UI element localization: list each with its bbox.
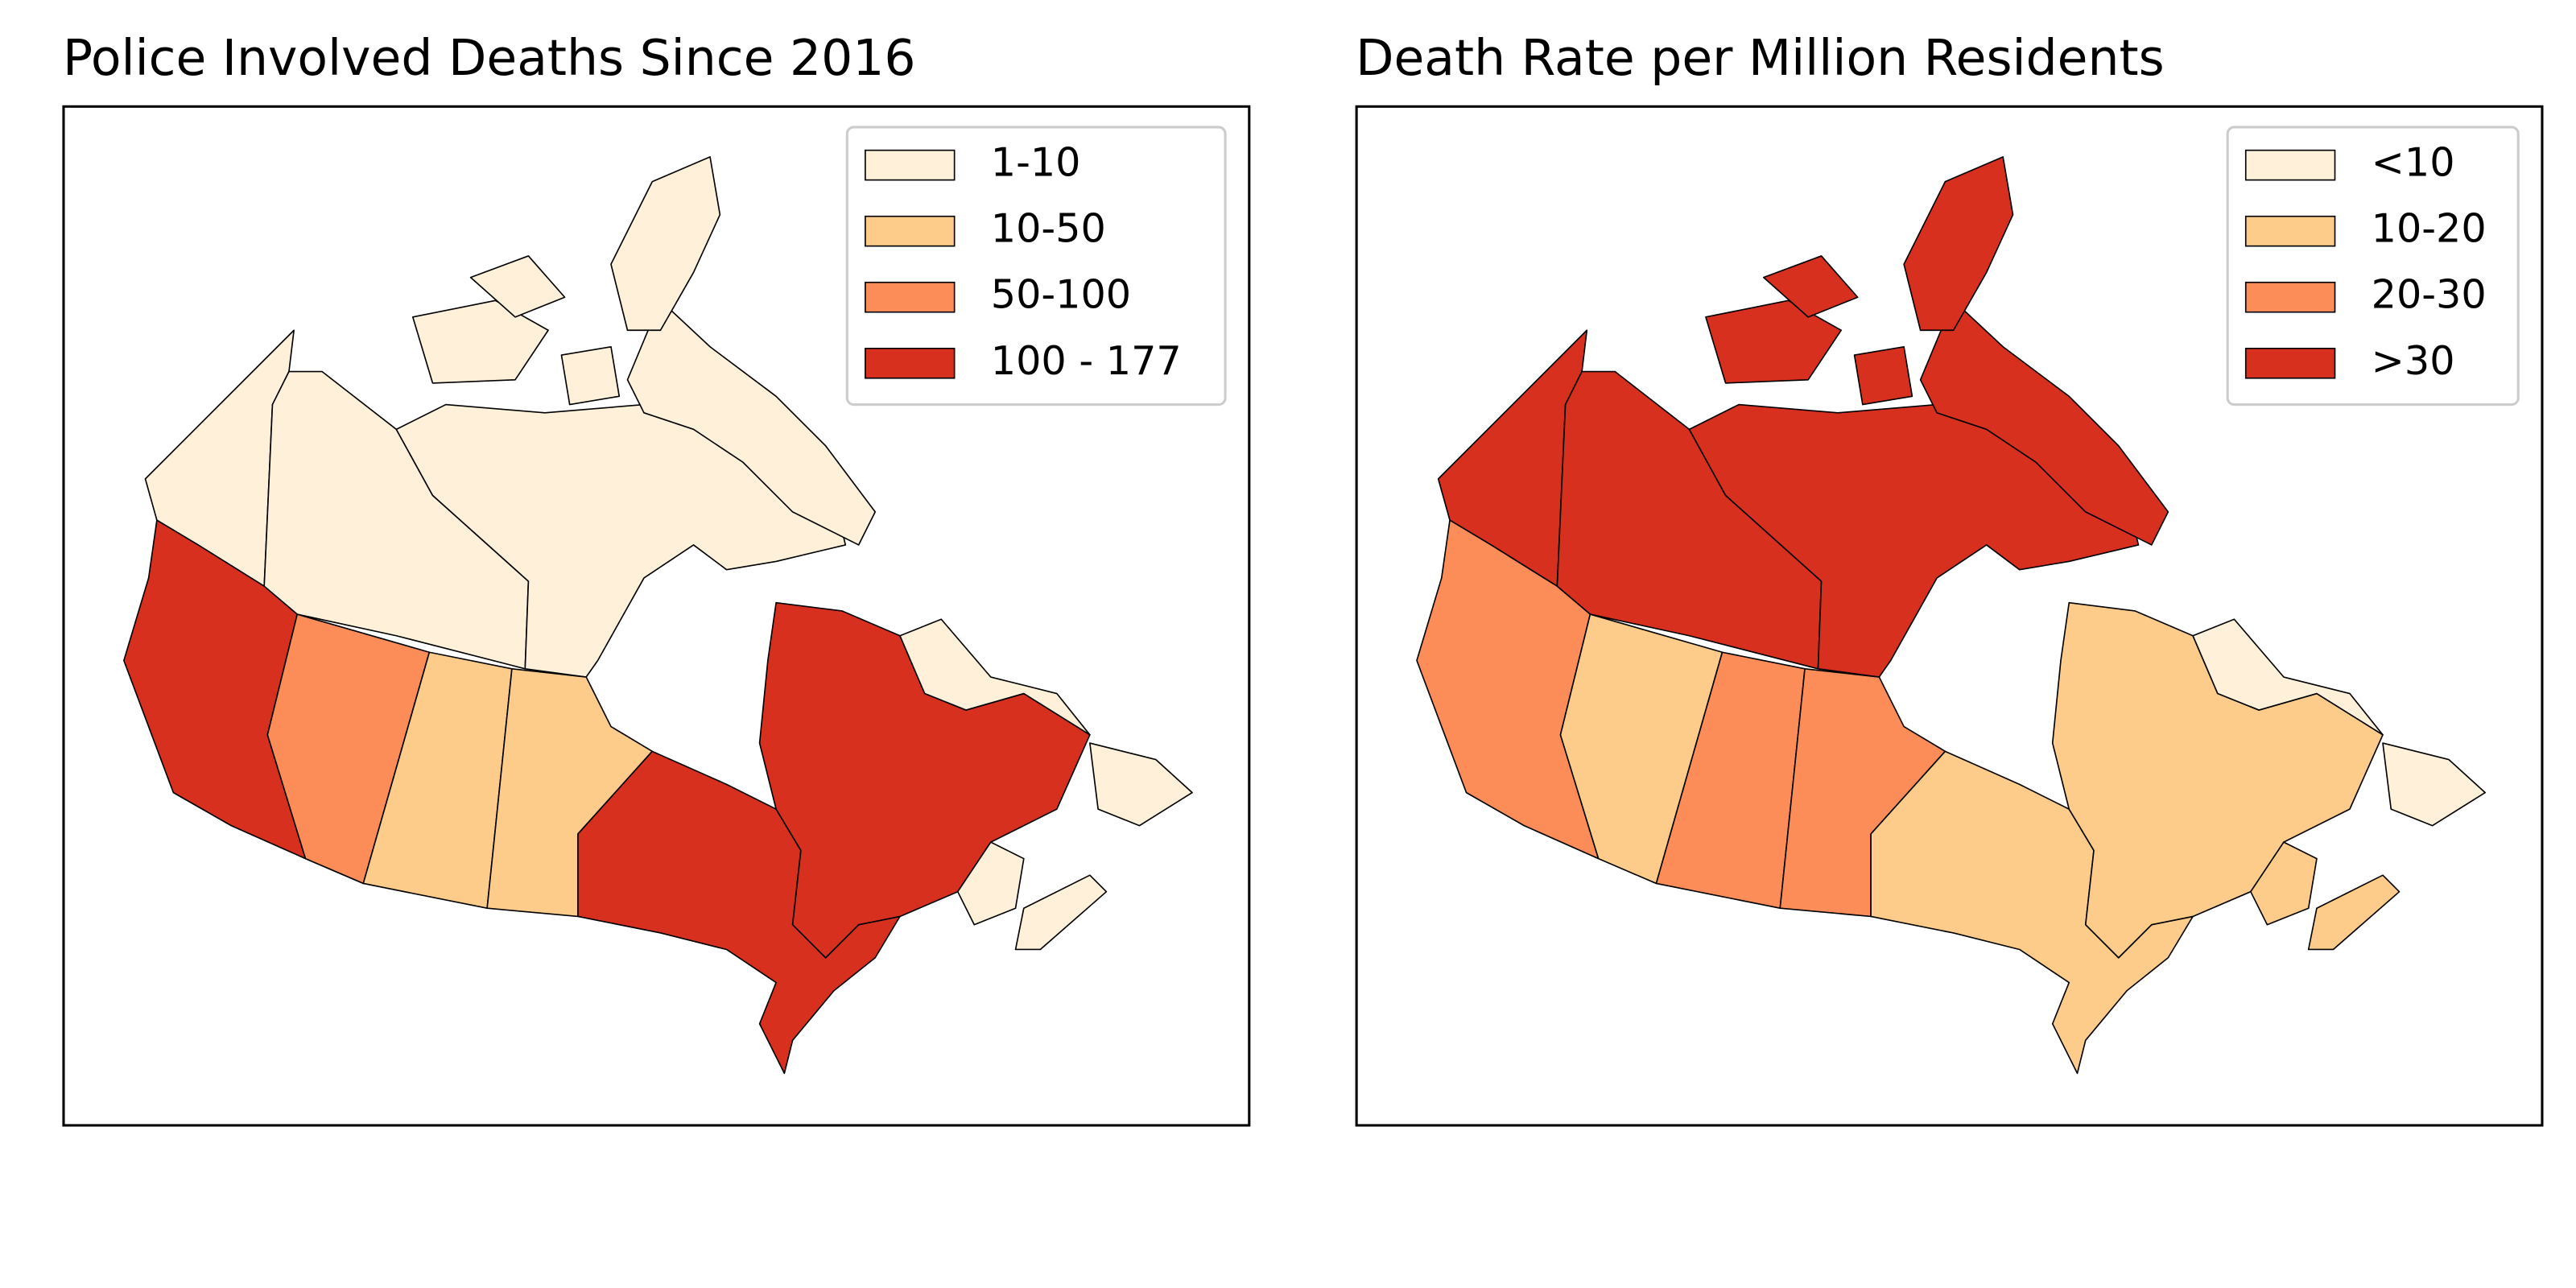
legend-label: 10-50 [991, 205, 1106, 252]
legend-swatch [865, 215, 956, 247]
legend-label: 50-100 [991, 271, 1131, 318]
region [899, 618, 1091, 736]
legend-box [2226, 126, 2520, 407]
legend-swatch [2244, 348, 2336, 379]
panel-title: Police Involved Deaths Since 2016 [63, 29, 916, 87]
map-frame [1355, 105, 2544, 1127]
legend-swatch [865, 149, 956, 181]
legend-label: 10-20 [2372, 205, 2487, 252]
region [610, 156, 721, 332]
region [1559, 613, 1724, 885]
legend-box [845, 126, 1227, 407]
legend-label: 20-30 [2372, 271, 2487, 318]
region [266, 613, 431, 885]
legend-swatch [2244, 215, 2336, 247]
legend-swatch [865, 348, 956, 379]
region [1919, 299, 2169, 546]
region [560, 345, 621, 406]
legend-label: <10 [2372, 139, 2455, 186]
region [2250, 841, 2318, 926]
map-frame [62, 105, 1251, 1127]
legend-swatch [2244, 149, 2336, 181]
legend-label: 100 - 177 [991, 337, 1182, 384]
region [1853, 345, 1913, 406]
region [1089, 742, 1193, 827]
region [1014, 874, 1108, 951]
legend-label: >30 [2372, 337, 2455, 384]
panel-title: Death Rate per Million Residents [1356, 29, 2165, 87]
region [1416, 519, 1600, 860]
region [2192, 618, 2384, 736]
legend-swatch [865, 281, 956, 313]
region [2382, 742, 2486, 827]
region [1903, 156, 2014, 332]
region [1688, 382, 2140, 678]
region [626, 299, 876, 546]
region [469, 255, 566, 318]
region [1705, 299, 1842, 384]
region [2307, 874, 2401, 951]
map-panel: Death Rate per Million Residents <10 10-2… [1355, 29, 2544, 1127]
legend-swatch [2244, 281, 2336, 313]
region [1762, 255, 1859, 318]
region [123, 519, 307, 860]
map-panel: Police Involved Deaths Since 2016 1-10 10… [62, 29, 1251, 1127]
region [395, 382, 847, 678]
region [412, 299, 549, 384]
region [956, 841, 1025, 926]
legend-label: 1-10 [991, 139, 1081, 186]
